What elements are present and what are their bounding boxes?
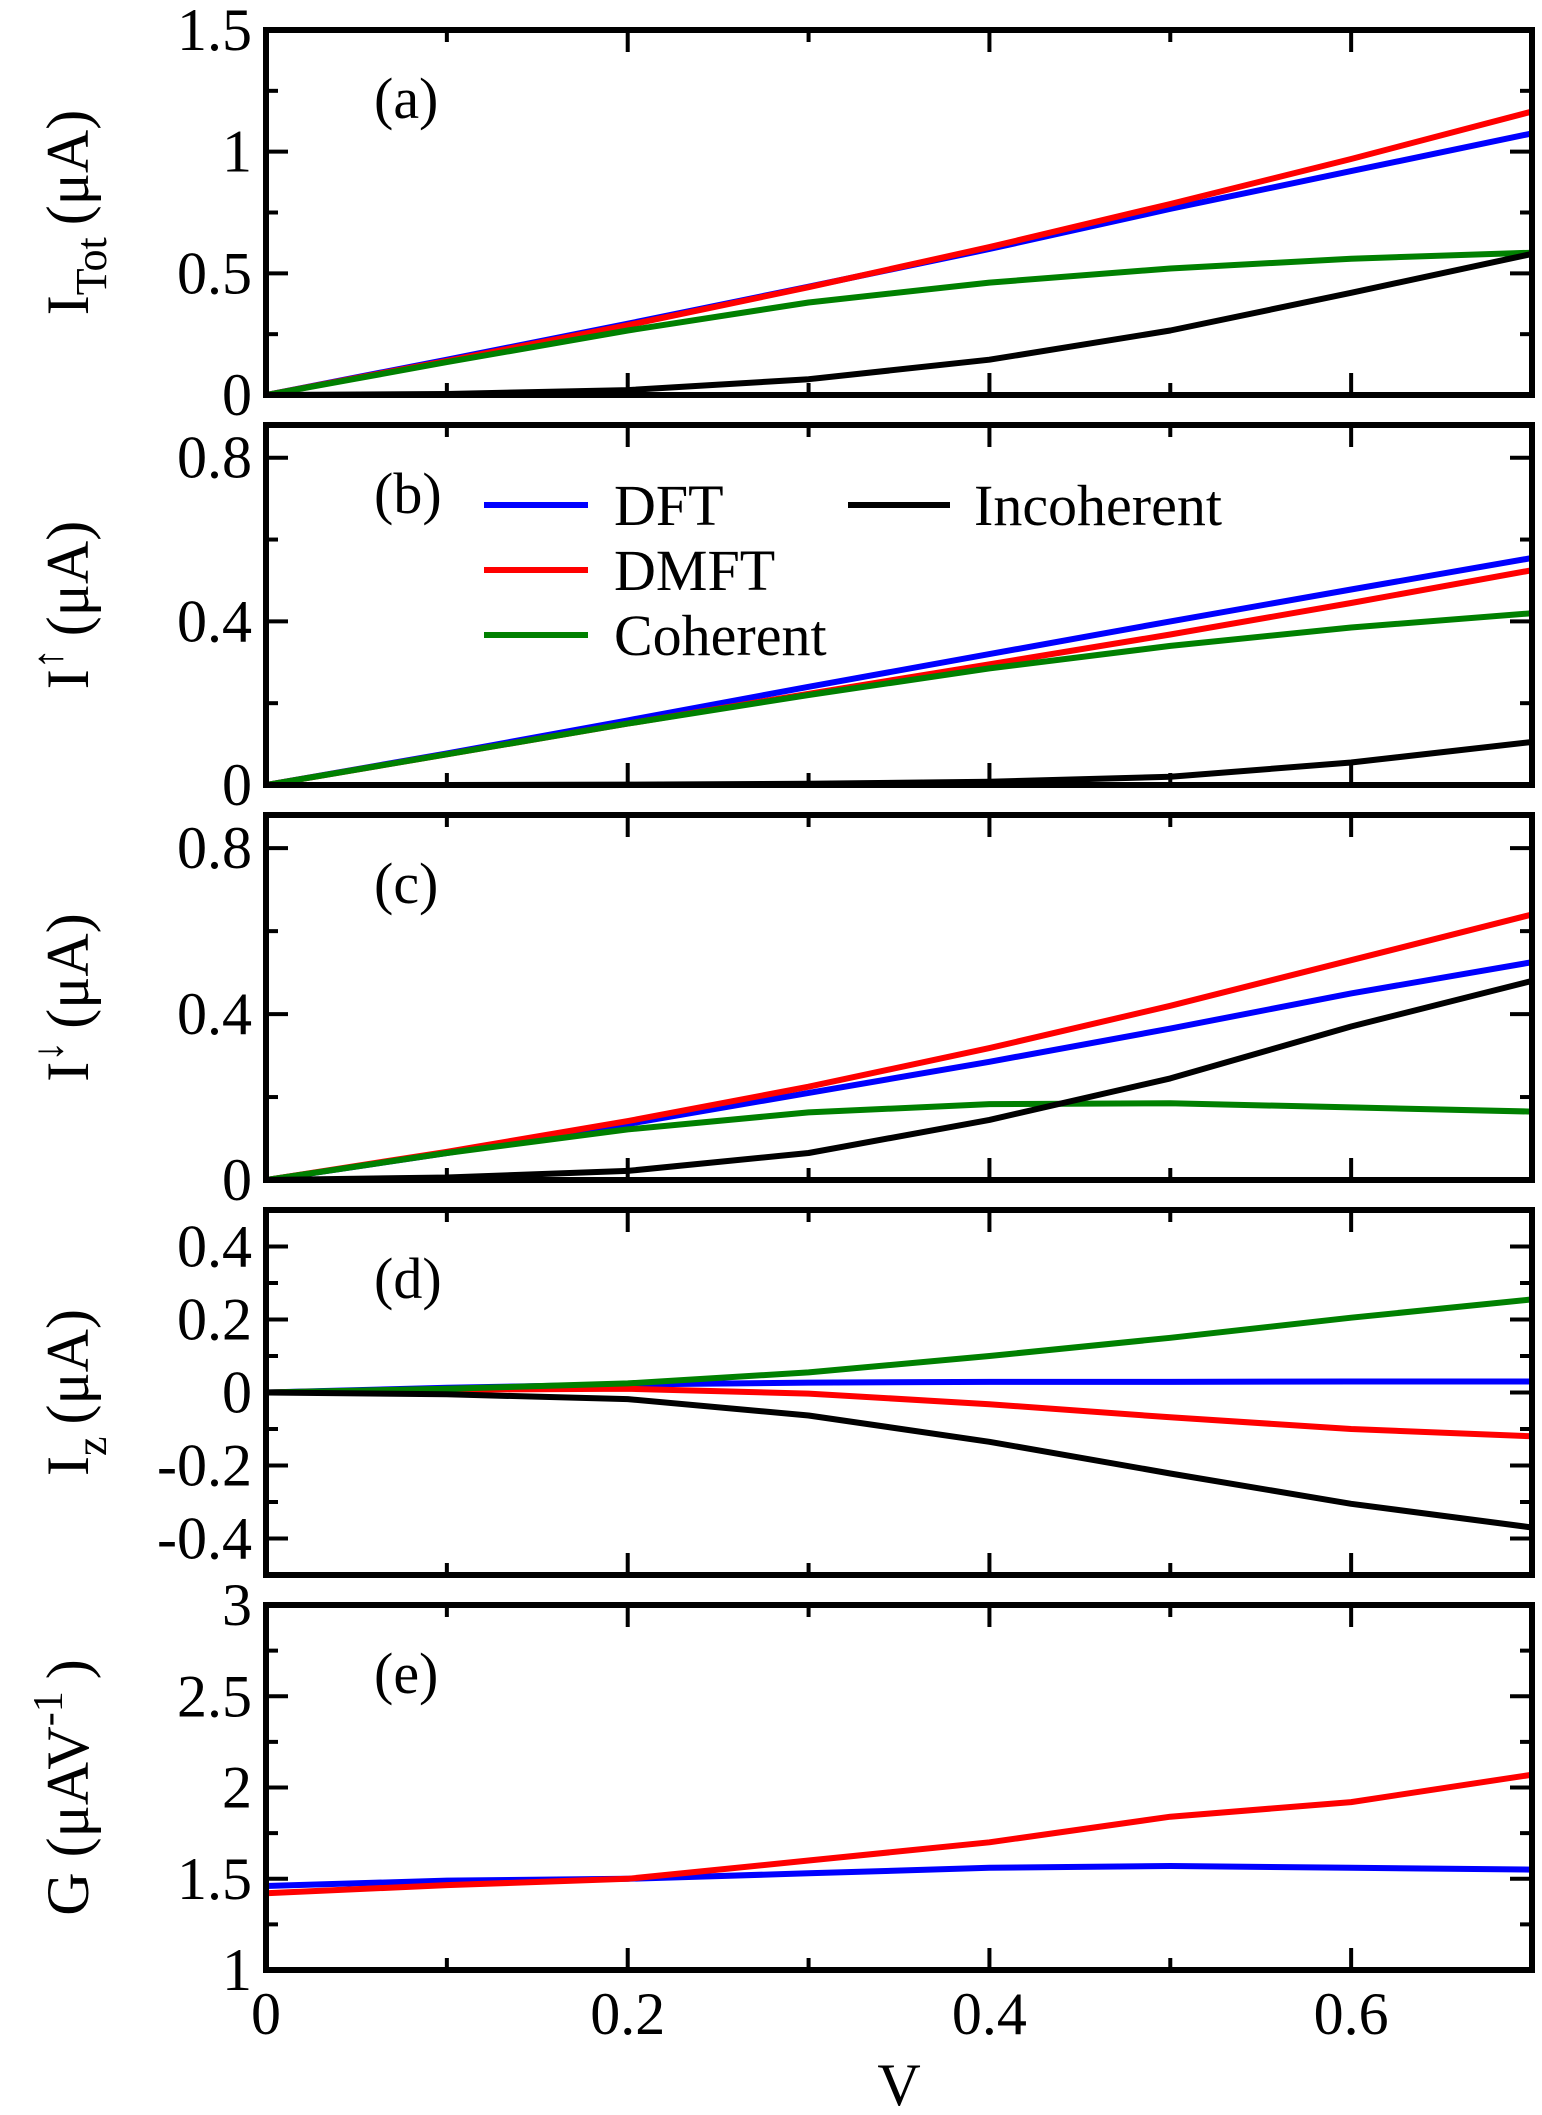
y-tick-label: 2.5 — [177, 1663, 252, 1729]
y-axis-label: ITot (μA) — [35, 110, 116, 316]
y-axis-label-main: I — [35, 1062, 101, 1082]
series-group — [266, 108, 1532, 395]
series-line-dmft — [266, 108, 1532, 395]
legend-label-incoherent: Incoherent — [974, 473, 1222, 538]
series-line-incoherent — [266, 1389, 1532, 1531]
legend-label-dft: DFT — [614, 473, 724, 538]
x-tick-label: 0.4 — [952, 1981, 1027, 2047]
series-line-dft — [266, 1863, 1532, 1889]
y-axis-label-superscript: -1 — [26, 1691, 72, 1726]
legend-label-coherent: Coherent — [614, 603, 827, 668]
y-axis-label: G (μAV-1 ) — [26, 1659, 101, 1915]
series-group — [266, 1771, 1532, 1897]
y-tick-label: 2 — [222, 1755, 252, 1821]
y-axis-label-main: I — [35, 669, 101, 689]
y-axis-label-main: I — [35, 1456, 101, 1476]
series-line-incoherent — [266, 739, 1532, 785]
plot-frame — [263, 422, 1535, 788]
y-axis-label-spacer — [35, 1679, 101, 1691]
y-tick-label: 0 — [222, 362, 252, 428]
y-axis-label-spacer — [35, 225, 101, 237]
y-axis-label: Iz (μA) — [35, 1309, 116, 1476]
y-axis-label-spacer — [35, 636, 101, 648]
y-tick-label: 1 — [222, 1937, 252, 2003]
series-line-coherent — [266, 610, 1532, 785]
series-group — [266, 911, 1532, 1180]
series-line-incoherent — [266, 977, 1532, 1180]
plot-frame — [263, 812, 1535, 1183]
panel-c: 0 0.4 0.8 (c) I↓ (μA) — [26, 812, 1535, 1213]
series-line-coherent — [266, 249, 1532, 395]
y-axis-label-unit: (μA) — [35, 1309, 101, 1424]
y-axis-label-unit: (μA) — [35, 521, 101, 636]
y-tick-label: 1.5 — [177, 0, 252, 63]
y-axis-label-subscript: z — [67, 1436, 116, 1456]
y-tick-label: 1 — [222, 119, 252, 185]
y-tick-label: 0.2 — [177, 1287, 252, 1353]
y-tick-label: 0 — [222, 752, 252, 818]
series-line-coherent — [266, 1100, 1532, 1180]
series-line-dmft — [266, 1771, 1532, 1897]
y-tick-label: 0.4 — [177, 981, 252, 1047]
y-tick-label: -0.2 — [157, 1433, 252, 1499]
series-line-dmft — [266, 911, 1532, 1180]
y-axis-label: I↓ (μA) — [26, 913, 101, 1081]
y-axis-label-spacer — [35, 1029, 101, 1041]
y-tick-label: 0.4 — [177, 1214, 252, 1280]
panel-e: 1 1.5 2 2.5 3 0 0.2 0.4 0.6 (e) G (μAV-1 ) V — [26, 1572, 1535, 2115]
y-tick-label: 1.5 — [177, 1846, 252, 1912]
plot-frame — [263, 1602, 1535, 1973]
series-line-coherent — [266, 1296, 1532, 1396]
panel-label: (c) — [374, 851, 438, 916]
x-tick-label: 0 — [251, 1981, 281, 2047]
y-axis-label-main: G (μAV — [35, 1726, 101, 1915]
x-tick-label: 0.2 — [590, 1981, 665, 2047]
y-tick-label: 0 — [222, 1360, 252, 1426]
panel-label: (a) — [374, 66, 438, 131]
y-axis-label-subscript: Tot — [67, 237, 116, 295]
series-group — [266, 555, 1532, 785]
y-tick-label: 0.5 — [177, 240, 252, 306]
y-tick-label: -0.4 — [157, 1506, 252, 1572]
y-axis-label-unit: ) — [35, 1659, 101, 1679]
panel-label: (e) — [374, 1641, 438, 1706]
panel-b: 0 0.4 0.8 (b) I↑ (μA) — [26, 422, 1535, 818]
y-tick-label: 0.4 — [177, 588, 252, 654]
panel-label: (b) — [374, 461, 442, 526]
panel-label: (d) — [374, 1246, 442, 1311]
y-axis-label-superscript: ↑ — [26, 648, 72, 669]
x-tick-label: 0.6 — [1314, 1981, 1389, 2047]
x-axis-label: V — [877, 2052, 920, 2115]
y-axis-label-unit: (μA) — [35, 110, 101, 225]
y-axis-label-unit: (μA) — [35, 913, 101, 1028]
y-axis-label: I↑ (μA) — [26, 521, 101, 689]
panel-a: 0 0.5 1 1.5 (a) ITot (μA) — [35, 0, 1535, 428]
y-axis-label-main: I — [35, 295, 101, 315]
y-tick-label: 0 — [222, 1147, 252, 1213]
plot-frame — [263, 27, 1535, 398]
series-group — [266, 1296, 1532, 1531]
y-tick-label: 0.8 — [177, 815, 252, 881]
y-axis-label-superscript: ↓ — [26, 1041, 72, 1062]
legend-label-dmft: DMFT — [614, 538, 775, 603]
y-tick-label: 3 — [222, 1572, 252, 1638]
y-axis-label-spacer — [35, 1424, 101, 1436]
y-tick-label: 0.8 — [177, 425, 252, 491]
panel-d: -0.4 -0.2 0 0.2 0.4 (d) Iz (μA) — [35, 1207, 1535, 1578]
series-line-incoherent — [266, 250, 1532, 395]
